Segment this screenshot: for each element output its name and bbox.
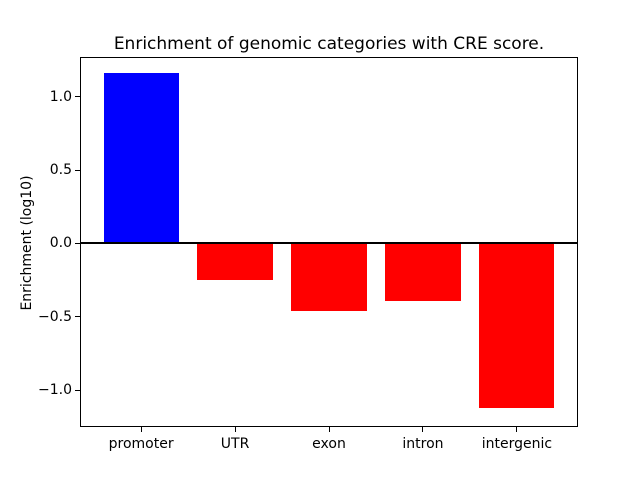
y-tick-label: 0.5 — [49, 162, 72, 179]
y-tick-mark — [75, 242, 80, 244]
y-tick-mark — [75, 96, 80, 98]
x-tick-label: exon — [312, 436, 346, 452]
bar-promoter — [103, 73, 179, 244]
bar-UTR — [197, 243, 273, 281]
x-tick-label: intergenic — [481, 436, 553, 452]
x-tick-mark — [422, 427, 424, 432]
x-tick-mark — [516, 427, 518, 432]
bar-intron — [385, 243, 461, 301]
y-tick-label: −0.5 — [38, 308, 72, 325]
x-tick-mark — [328, 427, 330, 432]
x-tick-mark — [140, 427, 142, 432]
plot-area — [80, 57, 578, 427]
x-tick-label: UTR — [220, 436, 250, 452]
bar-exon — [291, 243, 367, 311]
bar-intergenic — [479, 243, 555, 408]
y-tick-label: −1.0 — [38, 382, 72, 399]
y-tick-label: 1.0 — [49, 88, 72, 105]
y-tick-mark — [75, 169, 80, 171]
x-tick-mark — [234, 427, 236, 432]
x-tick-label: intron — [402, 436, 444, 452]
y-tick-mark — [75, 316, 80, 318]
chart-title: Enrichment of genomic categories with CR… — [113, 34, 545, 54]
y-tick-mark — [75, 389, 80, 391]
y-tick-label: 0.0 — [49, 235, 72, 252]
x-tick-label: promoter — [108, 436, 174, 452]
zero-line — [81, 242, 577, 245]
